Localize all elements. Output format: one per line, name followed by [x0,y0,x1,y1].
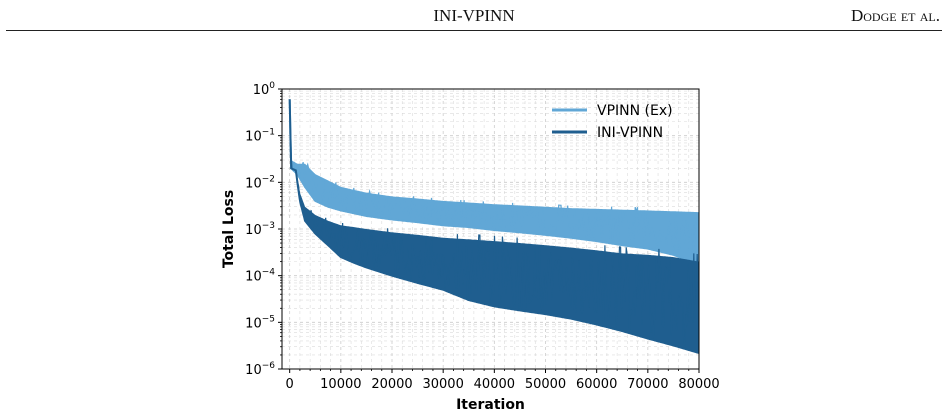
series-trace [289,99,699,262]
series-band [289,99,699,265]
series-trace [289,99,699,346]
y-tick-label: 100 [253,81,276,98]
legend-label: VPINN (Ex) [597,103,673,119]
series-lower-envelope [288,99,699,354]
y-tick-label: 10−1 [245,128,275,145]
x-tick-label: 20000 [371,377,412,392]
series-layer [288,99,700,354]
y-tick-label: 10−5 [245,314,275,331]
x-tick-label: 40000 [474,377,515,392]
y-tick-label: 10−6 [245,361,275,378]
running-header-authors: Dodge et al. [850,6,940,25]
x-tick-label: 10000 [320,377,361,392]
series-band [289,99,699,354]
x-tick-label: 60000 [576,377,617,392]
axes-ticks: 0 10000 20000 30000 40000 50000 60000 70000 8000… [245,81,720,392]
legend: VPINN (Ex) INI-VPINN [552,103,673,141]
series-lower-envelope [288,99,700,266]
y-tick-label: 10−3 [245,221,275,238]
x-tick-label: 0 [286,377,294,392]
x-axis-label: Iteration [456,397,525,413]
x-tick-label: 80000 [678,377,719,392]
x-tick-label: 50000 [525,377,566,392]
series-vpinn-ex [288,99,700,266]
legend-label: INI-VPINN [597,125,663,141]
y-tick-label: 10−2 [245,174,275,191]
x-tick-label: 70000 [627,377,668,392]
y-tick-label: 10−4 [245,268,275,285]
series-ini-vpinn [288,99,699,354]
y-axis-label: Total Loss [221,190,237,268]
x-tick-label: 30000 [422,377,463,392]
header-rule [6,30,942,31]
running-header-title: INI-VPINN [433,6,515,25]
